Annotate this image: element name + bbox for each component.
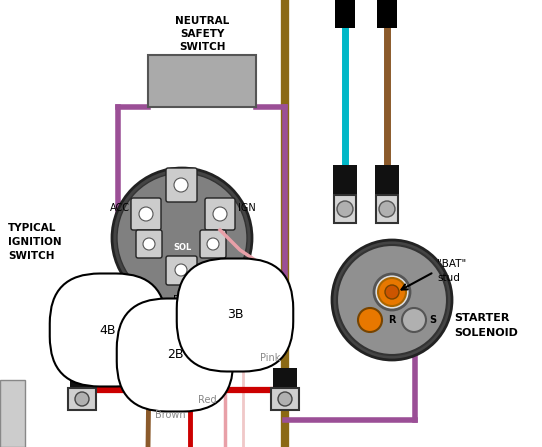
Circle shape bbox=[175, 264, 187, 276]
Circle shape bbox=[337, 245, 447, 355]
Circle shape bbox=[174, 178, 188, 192]
Text: TYPICAL: TYPICAL bbox=[8, 223, 56, 233]
Circle shape bbox=[402, 308, 426, 332]
Circle shape bbox=[139, 207, 153, 221]
Circle shape bbox=[213, 207, 227, 221]
Bar bbox=[335, 0, 355, 28]
FancyBboxPatch shape bbox=[200, 230, 226, 258]
Text: 3B: 3B bbox=[227, 308, 243, 321]
Text: STARTER: STARTER bbox=[454, 313, 509, 323]
Text: Pink: Pink bbox=[260, 353, 280, 363]
Bar bbox=[334, 195, 356, 223]
Text: stud: stud bbox=[437, 273, 460, 283]
Circle shape bbox=[337, 201, 353, 217]
FancyBboxPatch shape bbox=[166, 256, 197, 285]
Text: 2B: 2B bbox=[167, 349, 183, 362]
Circle shape bbox=[358, 308, 382, 332]
Text: SWITCH: SWITCH bbox=[8, 251, 55, 261]
Text: IGNITION: IGNITION bbox=[8, 237, 62, 247]
Bar bbox=[333, 165, 357, 195]
Circle shape bbox=[75, 392, 89, 406]
Text: SOL: SOL bbox=[173, 244, 191, 253]
Text: SOLENOID: SOLENOID bbox=[454, 328, 518, 338]
Text: SWITCH: SWITCH bbox=[179, 42, 225, 52]
FancyBboxPatch shape bbox=[205, 198, 235, 230]
FancyBboxPatch shape bbox=[166, 168, 197, 202]
Text: S: S bbox=[429, 315, 436, 325]
Circle shape bbox=[374, 274, 410, 310]
FancyBboxPatch shape bbox=[131, 198, 161, 230]
Text: ACC: ACC bbox=[110, 203, 130, 213]
Text: BAT: BAT bbox=[173, 295, 191, 305]
Bar bbox=[70, 368, 94, 388]
Text: 4B: 4B bbox=[100, 324, 116, 337]
Bar bbox=[0, 380, 25, 447]
Text: Brown: Brown bbox=[155, 410, 185, 420]
Bar bbox=[376, 195, 398, 223]
Bar bbox=[148, 55, 256, 107]
Text: SAFETY: SAFETY bbox=[180, 29, 224, 39]
Bar bbox=[271, 388, 299, 410]
Bar bbox=[273, 368, 297, 388]
Bar bbox=[68, 388, 96, 410]
Bar bbox=[377, 0, 397, 28]
Circle shape bbox=[378, 278, 406, 306]
Text: NEUTRAL: NEUTRAL bbox=[175, 16, 229, 26]
FancyBboxPatch shape bbox=[136, 230, 162, 258]
Circle shape bbox=[112, 168, 252, 308]
Circle shape bbox=[207, 238, 219, 250]
Circle shape bbox=[278, 392, 292, 406]
Circle shape bbox=[385, 285, 399, 299]
Circle shape bbox=[143, 238, 155, 250]
Circle shape bbox=[332, 240, 452, 360]
Circle shape bbox=[117, 173, 247, 303]
Text: R: R bbox=[388, 315, 396, 325]
Text: IGN: IGN bbox=[238, 203, 256, 213]
Text: Red: Red bbox=[198, 395, 217, 405]
Circle shape bbox=[379, 201, 395, 217]
Bar bbox=[375, 165, 399, 195]
Text: "BAT": "BAT" bbox=[437, 259, 466, 269]
